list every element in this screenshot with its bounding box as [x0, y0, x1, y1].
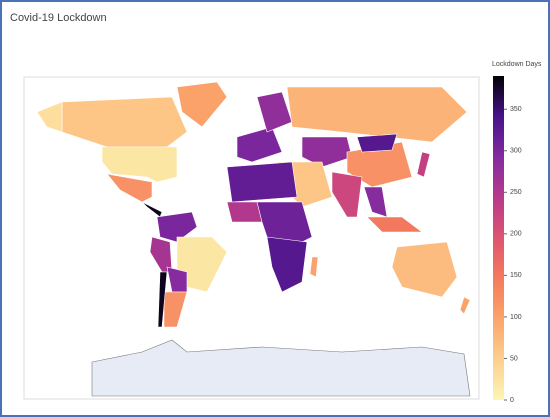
region [157, 271, 168, 328]
region [416, 151, 431, 178]
colorbar-tick-label: 200 [510, 231, 522, 238]
colorbar-title: Lockdown Days [492, 61, 542, 68]
colorbar-tick-label: 300 [510, 148, 522, 155]
colorbar-tick-label: 250 [510, 189, 522, 196]
colorbar-tick-label: 0 [510, 397, 514, 404]
colorbar-tick-label: 350 [510, 106, 522, 113]
region [356, 133, 398, 153]
region [176, 81, 228, 128]
region [226, 161, 298, 203]
region [309, 256, 319, 278]
region [366, 216, 423, 233]
region [286, 86, 468, 143]
region [36, 101, 63, 133]
region [101, 146, 178, 183]
colorbar-tick-label: 50 [510, 355, 518, 362]
region [331, 171, 363, 218]
region [156, 211, 198, 243]
region [301, 136, 353, 168]
colorbar [493, 76, 504, 400]
colorbar-tick-label: 100 [510, 314, 522, 321]
region [391, 241, 458, 298]
region [106, 173, 153, 203]
region [459, 296, 471, 315]
region [266, 236, 308, 293]
colorbar-tick-label: 150 [510, 272, 522, 279]
region [163, 291, 188, 328]
antarctica [91, 339, 471, 397]
chart-title: Covid-19 Lockdown [10, 12, 107, 24]
region [226, 201, 263, 223]
